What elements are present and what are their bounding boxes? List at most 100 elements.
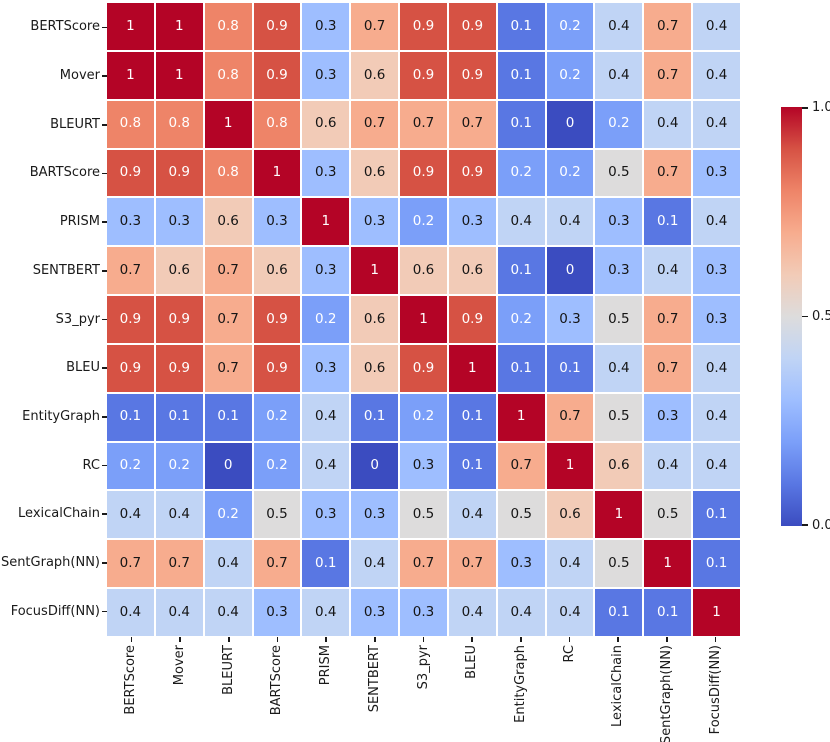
heatmap-cell: 1 xyxy=(400,296,447,343)
heatmap-cell: 0.7 xyxy=(497,442,545,490)
x-axis-tick xyxy=(179,637,181,642)
row-label: FocusDiff(NN) xyxy=(10,603,100,619)
row-label: Mover xyxy=(59,68,100,84)
heatmap-cell: 0.2 xyxy=(546,149,594,197)
heatmap-cell: 0.7 xyxy=(107,540,154,588)
heatmap-cell: 0.1 xyxy=(107,393,154,441)
y-axis-tick xyxy=(102,416,107,418)
heatmap-cell: 0.4 xyxy=(546,540,594,588)
heatmap-cell: 0.4 xyxy=(497,198,545,246)
heatmap-cell: 0.5 xyxy=(644,491,692,539)
heatmap-cell: 0.1 xyxy=(693,491,740,539)
heatmap-cell: 0.2 xyxy=(204,491,252,539)
heatmap-cell: 0.1 xyxy=(497,51,545,99)
heatmap-cell: 0.4 xyxy=(302,393,350,441)
heatmap-cell: 0.3 xyxy=(595,247,643,295)
y-axis-tick xyxy=(102,75,107,77)
heatmap-cell: 0.7 xyxy=(351,3,399,50)
heatmap-cell: 0.3 xyxy=(302,51,350,99)
heatmap-cell: 0.1 xyxy=(644,198,692,246)
y-axis-tick xyxy=(102,367,107,369)
row-label: S3_pyr xyxy=(55,311,100,327)
heatmap-cell: 0.5 xyxy=(595,540,643,588)
heatmap-cell: 0.7 xyxy=(204,247,252,295)
colorbar: 1.0 0.5 0.0 xyxy=(781,101,830,532)
heatmap-cell: 0 xyxy=(351,442,399,490)
x-axis-tick xyxy=(325,637,327,642)
heatmap-cell: 0.7 xyxy=(204,296,252,343)
colorbar-tick-label-max: 1.0 xyxy=(812,100,830,115)
colorbar-tick-label-mid: 0.5 xyxy=(812,308,830,324)
heatmap-cell: 0.2 xyxy=(107,442,154,490)
heatmap-cell: 0.3 xyxy=(302,344,350,392)
heatmap-cell: 0.8 xyxy=(253,100,301,148)
row-label: BERTScore xyxy=(30,19,100,35)
heatmap-cell: 0.3 xyxy=(644,393,692,441)
heatmap-cell: 0.7 xyxy=(644,3,692,50)
heatmap-cell: 0.9 xyxy=(253,51,301,99)
heatmap-cell: 0.3 xyxy=(400,589,447,636)
y-axis-tick xyxy=(102,172,107,175)
heatmap-cell: 1 xyxy=(155,3,203,50)
heatmap-cell: 0.5 xyxy=(595,296,643,343)
heatmap-cell: 0.7 xyxy=(400,100,447,148)
column-label: BERTScore xyxy=(123,645,139,715)
heatmap-cell: 0.6 xyxy=(253,247,301,295)
heatmap-cell: 0.4 xyxy=(204,589,252,636)
heatmap-cell: 0.9 xyxy=(253,344,301,392)
heatmap-cell: 0.4 xyxy=(693,344,740,392)
x-axis-tick xyxy=(227,637,230,642)
y-axis-tick xyxy=(102,221,107,223)
heatmap-cell: 0.3 xyxy=(693,296,740,343)
heatmap-cell: 0.1 xyxy=(497,344,545,392)
row-label: BLEURT xyxy=(50,116,100,132)
heatmap-cell: 1 xyxy=(351,247,399,295)
heatmap-cell: 1 xyxy=(253,149,301,197)
row-label: LexicalChain xyxy=(18,506,100,522)
x-axis-tick xyxy=(471,637,473,642)
heatmap-cell: 0.4 xyxy=(595,344,643,392)
heatmap-cell: 0.4 xyxy=(644,100,692,148)
heatmap-cell: 1 xyxy=(448,344,496,392)
y-axis-tick xyxy=(102,318,107,321)
heatmap-cell: 0.5 xyxy=(497,491,545,539)
heatmap-cell: 0.3 xyxy=(448,198,496,246)
heatmap-cell: 0.4 xyxy=(497,589,545,636)
heatmap-cell: 1 xyxy=(107,51,154,99)
heatmap-cell: 0.8 xyxy=(204,3,252,50)
heatmap-cell: 1 xyxy=(107,3,154,50)
heatmap-cell: 0.3 xyxy=(253,589,301,636)
heatmap-cell: 0.4 xyxy=(546,198,594,246)
heatmap-cell: 0.1 xyxy=(302,540,350,588)
row-label: EntityGraph xyxy=(22,408,100,424)
heatmap-cell: 0.2 xyxy=(400,198,447,246)
column-label: SentGraph(NN) xyxy=(658,645,674,742)
heatmap-cell: 0.7 xyxy=(155,540,203,588)
heatmap-cell: 0.9 xyxy=(400,3,447,50)
x-axis-tick xyxy=(520,637,522,642)
colorbar-tick-max xyxy=(802,107,808,109)
heatmap-cell: 0.7 xyxy=(644,344,692,392)
heatmap-cell: 0.6 xyxy=(351,344,399,392)
heatmap-cell: 0.3 xyxy=(351,589,399,636)
heatmap-cell: 0.4 xyxy=(302,589,350,636)
heatmap-cell: 0.7 xyxy=(644,149,692,197)
heatmap-cell: 0.1 xyxy=(595,589,643,636)
row-label: PRISM xyxy=(59,214,100,230)
heatmap-cell: 0.4 xyxy=(693,100,740,148)
heatmap-cell: 0.2 xyxy=(497,296,545,343)
heatmap-grid: 1 1 0.8 0.9 0.3 0.7 0.9 0.9 0.1 0.2 0.4 0.7 0.4 1 1 0.8… xyxy=(107,3,740,636)
heatmap-cell: 0.4 xyxy=(693,198,740,246)
heatmap-cell: 0.4 xyxy=(693,393,740,441)
column-label: SENTBERT xyxy=(366,645,382,713)
heatmap-cell: 0.3 xyxy=(302,491,350,539)
column-label: BLEURT xyxy=(220,645,236,695)
heatmap-cell: 0.4 xyxy=(448,491,496,539)
x-axis-tick xyxy=(130,637,133,642)
heatmap-cell: 0.7 xyxy=(644,296,692,343)
heatmap-cell: 0.4 xyxy=(155,491,203,539)
column-label: FocusDiff(NN) xyxy=(707,645,723,735)
heatmap-cell: 0.4 xyxy=(693,51,740,99)
heatmap-cell: 1 xyxy=(155,51,203,99)
